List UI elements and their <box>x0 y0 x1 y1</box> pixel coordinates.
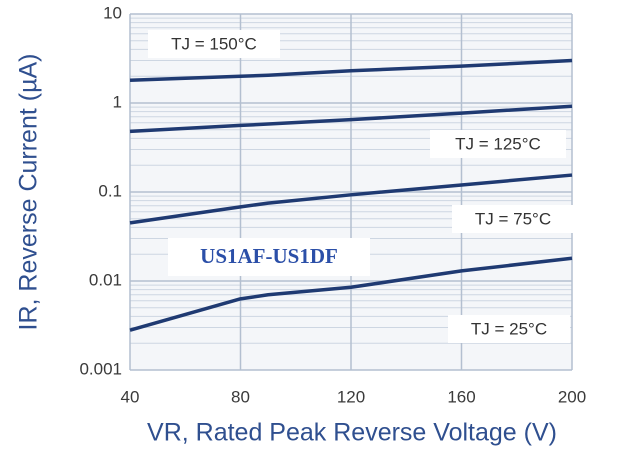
series-label: TJ = 75°C <box>475 209 551 228</box>
y-tick-label: 10 <box>103 3 122 22</box>
x-tick-label: 80 <box>231 387 250 406</box>
labels: 10 1 0.1 0.01 0.001 40 80 120 160 200 TJ = 150°C TJ… <box>79 3 586 406</box>
y-tick-label: 0.1 <box>98 181 122 200</box>
x-axis-label: VR, Rated Peak Reverse Voltage (V) <box>147 419 557 447</box>
series-line <box>129 104 573 134</box>
series-label: TJ = 25°C <box>471 319 547 338</box>
series-line <box>129 58 573 83</box>
annotation-box <box>168 238 370 276</box>
grid <box>129 13 573 371</box>
y-tick-label: 0.01 <box>89 270 122 289</box>
annotation: US1AF-US1DF <box>200 244 338 268</box>
x-tick-label: 160 <box>447 387 475 406</box>
series-label-box <box>430 130 566 158</box>
series-label: TJ = 125°C <box>455 134 541 153</box>
x-tick-label: 200 <box>558 387 586 406</box>
y-tick-label: 0.001 <box>79 359 122 378</box>
series-label-box <box>148 30 280 58</box>
series-label: TJ = 150°C <box>171 34 257 53</box>
lines <box>129 58 573 332</box>
x-tick-label: 120 <box>337 387 365 406</box>
x-tick-label: 40 <box>121 387 140 406</box>
series-label-box <box>448 315 570 343</box>
y-axis-label: IR, Reverse Current (µA) <box>15 54 43 331</box>
series-line <box>129 173 573 225</box>
series-line <box>129 256 573 332</box>
y-tick-label: 1 <box>113 92 122 111</box>
series-label-box <box>452 205 574 233</box>
